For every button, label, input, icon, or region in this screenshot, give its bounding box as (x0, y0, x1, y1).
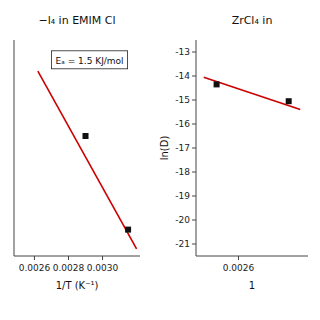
y-tick-label: -19 (175, 191, 190, 201)
y-tick-label: -14 (175, 71, 190, 81)
y-tick (192, 244, 196, 245)
annotation-box: Eₐ = 1.5 KJ/mol (52, 51, 128, 69)
title: ZrCl₄ in (232, 14, 273, 27)
y-tick-label: -17 (175, 143, 190, 153)
fit-line (38, 71, 137, 249)
x-tick (238, 256, 239, 260)
x-axis-label: 1 (249, 280, 255, 291)
x-tick (102, 256, 103, 260)
subplot: 0.00260.00280.0030 −l₄ in EMIM Cl 1/T (K⁻¹… (14, 14, 140, 291)
data-point (214, 81, 220, 87)
x-tick-label: 0.0028 (53, 263, 85, 273)
x-axis-label: 1/T (K⁻¹) (56, 280, 99, 291)
y-tick-label: -15 (175, 95, 190, 105)
title: −l₄ in EMIM Cl (38, 14, 115, 27)
y-tick (192, 100, 196, 101)
subplot: 0.0026 -13 -14 -15 -16 -17 -18 -19 -20 -21 ZrCl₄ i… (159, 14, 308, 291)
y-tick (192, 76, 196, 77)
y-tick-label: -20 (175, 215, 190, 225)
y-axis-label: ln(D) (159, 136, 170, 161)
data-point (83, 133, 89, 139)
x-tick (34, 256, 35, 260)
background (0, 0, 320, 320)
y-tick (192, 172, 196, 173)
chart-canvas: 0.00260.00280.0030−l₄ in EMIM Cl1/T (K⁻¹… (0, 0, 320, 320)
x-tick-label: 0.0030 (87, 263, 119, 273)
y-tick-label: -16 (175, 119, 190, 129)
y-tick (192, 148, 196, 149)
plot-marks (38, 71, 137, 249)
plot-marks (204, 77, 301, 109)
y-axis-line (14, 40, 15, 256)
data-point (125, 227, 131, 233)
annotation-frame (52, 51, 128, 69)
fit-line (204, 77, 301, 109)
y-tick-label: -13 (175, 47, 190, 57)
x-axis-line (196, 256, 308, 257)
y-tick (192, 196, 196, 197)
x-tick-label: 0.0026 (19, 263, 51, 273)
y-tick-label: -18 (175, 167, 190, 177)
x-tick-label: 0.0026 (223, 263, 255, 273)
x-axis-line (14, 256, 140, 257)
y-tick (192, 220, 196, 221)
x-tick (68, 256, 69, 260)
data-point (286, 98, 292, 104)
annotation: Eₐ = 1.5 KJ/mol (56, 56, 124, 66)
y-tick (192, 52, 196, 53)
y-tick (192, 124, 196, 125)
y-tick-label: -21 (175, 239, 190, 249)
